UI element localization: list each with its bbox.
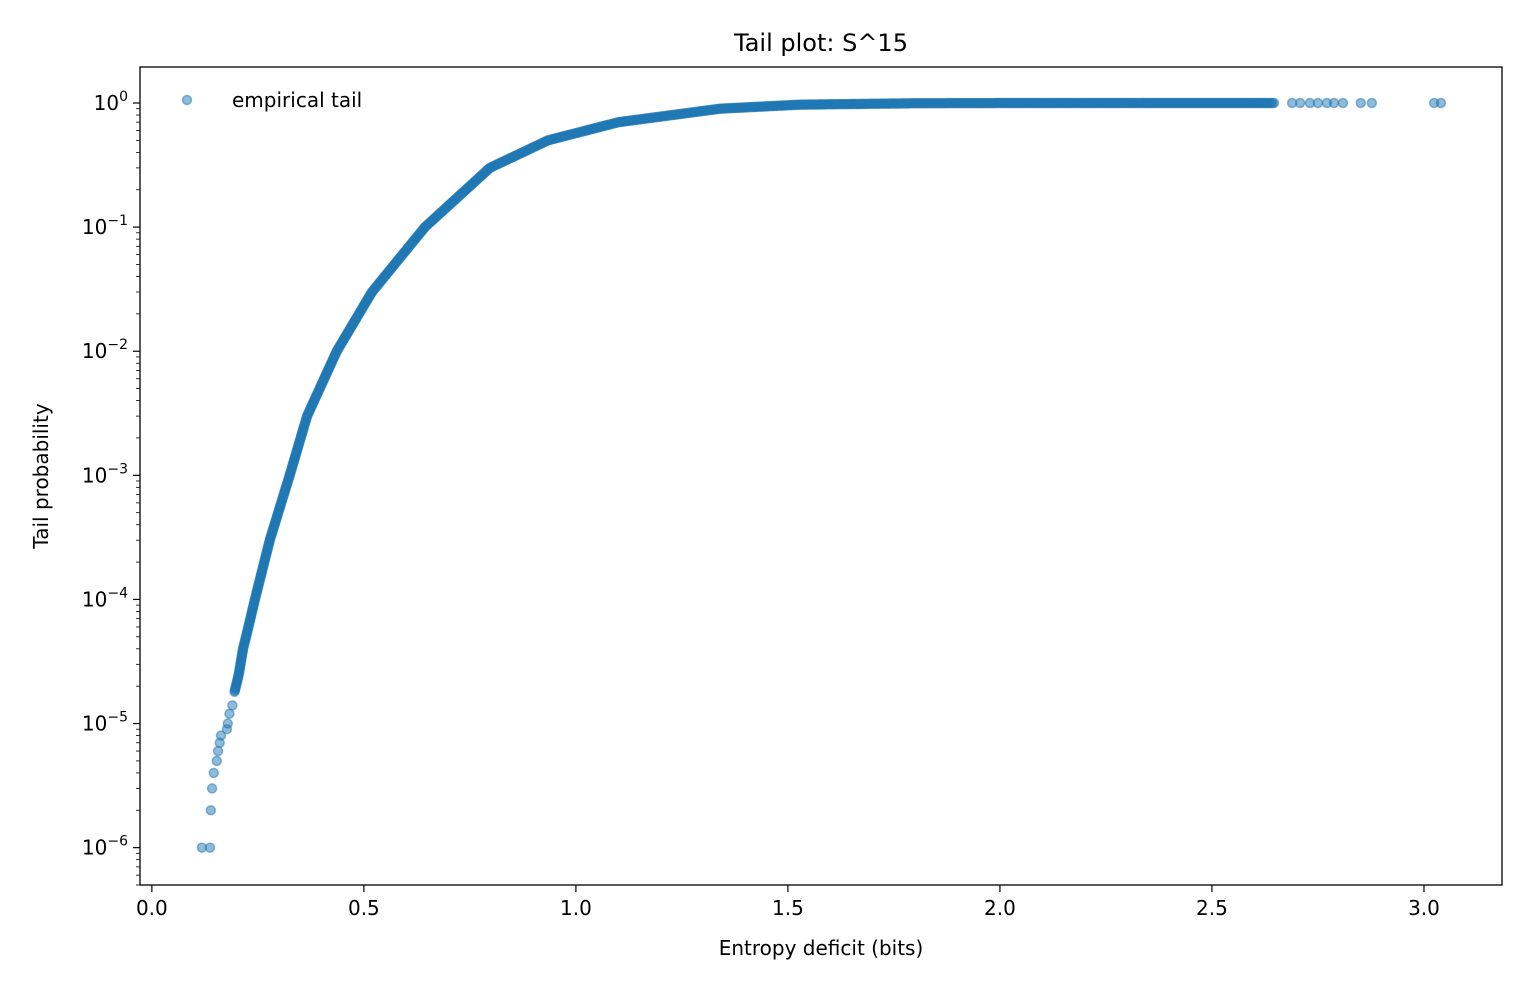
x-tick-label: 1.0 bbox=[560, 896, 592, 920]
x-tick-label: 0.0 bbox=[136, 896, 168, 920]
y-axis-label: Tail probability bbox=[29, 403, 53, 550]
x-tick-label: 1.5 bbox=[772, 896, 804, 920]
legend-label: empirical tail bbox=[232, 88, 362, 112]
data-point bbox=[1312, 97, 1324, 109]
y-tick-label: 10−3 bbox=[82, 461, 128, 487]
y-tick-label: 100 bbox=[94, 89, 128, 115]
legend-marker bbox=[181, 94, 193, 106]
y-tick-label: 10−4 bbox=[82, 585, 128, 611]
x-tick-label: 2.0 bbox=[984, 896, 1016, 920]
data-point bbox=[1268, 97, 1280, 109]
y-tick-label: 10−2 bbox=[82, 337, 128, 363]
data-point bbox=[212, 745, 224, 757]
y-tick-label: 10−5 bbox=[82, 710, 128, 736]
chart-title: Tail plot: S^15 bbox=[733, 29, 908, 57]
x-tick-label: 2.5 bbox=[1196, 896, 1228, 920]
data-point bbox=[208, 767, 220, 779]
data-point bbox=[205, 805, 217, 816]
x-tick-label: 3.0 bbox=[1408, 896, 1440, 920]
data-point bbox=[1294, 97, 1306, 109]
y-tick-exponent: −5 bbox=[107, 710, 128, 726]
data-point bbox=[215, 730, 227, 741]
y-tick-exponent: 0 bbox=[119, 89, 128, 105]
data-point bbox=[211, 755, 223, 767]
data-points bbox=[196, 97, 1447, 853]
x-axis-ticks: 0.0 0.5 1.0 1.5 2.0 2.5 3.0 bbox=[136, 885, 1440, 920]
y-tick-label: 10−1 bbox=[82, 213, 128, 239]
plot-frame bbox=[139, 66, 1503, 886]
data-point bbox=[1435, 97, 1447, 109]
data-point bbox=[1355, 97, 1367, 109]
x-axis-label: Entropy deficit (bits) bbox=[719, 936, 924, 960]
y-tick-exponent: −1 bbox=[107, 213, 128, 229]
data-point bbox=[1366, 97, 1378, 109]
y-tick-exponent: −2 bbox=[107, 337, 128, 353]
y-axis-ticks: 100 10−1 10−2 10−3 10−4 10−5 10−6 bbox=[82, 89, 140, 886]
y-tick-exponent: −3 bbox=[107, 461, 128, 477]
legend: empirical tail bbox=[181, 88, 362, 112]
x-tick-label: 0.5 bbox=[348, 896, 380, 920]
data-point bbox=[1328, 97, 1340, 109]
data-point bbox=[1337, 97, 1349, 109]
data-point bbox=[227, 700, 238, 711]
data-point bbox=[222, 718, 234, 729]
data-point bbox=[206, 783, 218, 794]
y-tick-label: 10−6 bbox=[82, 834, 128, 860]
y-tick-exponent: −4 bbox=[107, 585, 128, 601]
data-point bbox=[204, 842, 216, 853]
y-tick-exponent: −6 bbox=[107, 834, 128, 850]
